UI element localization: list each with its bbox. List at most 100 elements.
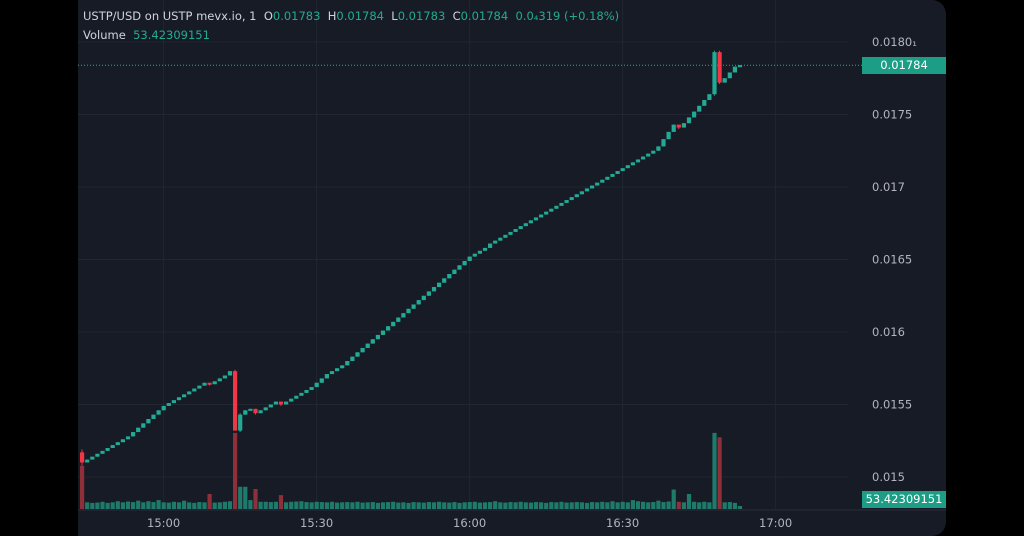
candle-up (467, 256, 472, 261)
volume-bar (717, 437, 722, 509)
candle-up (559, 202, 564, 206)
volume-bar (324, 502, 329, 509)
volume-bar (656, 500, 661, 509)
price-tick-label: 0.016 (872, 325, 905, 339)
volume-bar (284, 502, 289, 509)
volume-bar (518, 501, 523, 509)
candle-up (85, 459, 90, 463)
candle-up (136, 427, 141, 433)
low-label: L (391, 9, 398, 23)
volume-bar (472, 501, 477, 509)
candle-up (141, 423, 146, 428)
candle-up (554, 205, 559, 209)
candle-up (462, 260, 467, 266)
volume-bar (615, 502, 620, 509)
candle-up (528, 220, 533, 224)
candle-up (707, 94, 712, 100)
candle-down (717, 52, 722, 83)
price-chart[interactable]: 0.0180₁ 0.0175 0.017 0.0165 0.016 0.0155 0.015… (78, 0, 946, 536)
high-value: 0.01784 (336, 9, 384, 23)
volume-bar (564, 502, 569, 509)
candle-up (666, 131, 671, 140)
volume-bar (141, 502, 146, 509)
candle-up (187, 391, 192, 395)
volume-bar (146, 501, 151, 509)
candle-up (329, 371, 335, 375)
candle-up (569, 197, 574, 201)
candle-down (207, 382, 212, 385)
chart-legend: USTP/USD on USTP mevx.io, 1 O0.01783 H0.… (83, 7, 619, 45)
candle-up (692, 111, 697, 118)
candle-up (176, 397, 182, 401)
candle-up (273, 401, 278, 405)
candle-up (131, 432, 136, 437)
candle-up (324, 374, 329, 379)
volume-value: 53.42309151 (133, 28, 210, 42)
volume-bar (278, 495, 284, 509)
volume-bar (131, 502, 136, 509)
candle-up (284, 401, 289, 405)
candle-up (125, 436, 131, 440)
candle-up (416, 300, 421, 305)
candle-up (401, 313, 406, 318)
volume-bar (105, 502, 110, 509)
volume-bar (309, 502, 314, 509)
candle-up (340, 365, 345, 369)
candle-up (584, 188, 590, 192)
volume-bar (584, 502, 590, 509)
candle-up (712, 52, 717, 95)
candle-up (197, 385, 202, 389)
candle-up (110, 445, 115, 448)
volume-bar (217, 502, 222, 509)
candle-up (600, 179, 605, 183)
change-value: 0.0₄319 (+0.18%) (515, 9, 620, 23)
candle-up (523, 223, 528, 227)
candle-up (105, 448, 110, 451)
volume-bar (238, 486, 243, 509)
candle-up (421, 295, 426, 301)
candle-up (120, 439, 125, 443)
volume-bar (187, 502, 192, 509)
candle-up (518, 226, 523, 230)
candle-up (661, 139, 666, 147)
volume-bar (406, 502, 411, 509)
candle-up (508, 231, 513, 235)
volume-bar (411, 502, 416, 509)
candle-up (222, 375, 227, 379)
candle-up (289, 398, 294, 402)
candle-up (212, 381, 217, 385)
volume-bar (268, 502, 273, 509)
volume-bar (447, 502, 452, 509)
volume-bar (544, 502, 549, 509)
candle-up (202, 382, 207, 386)
candle-up (503, 234, 508, 238)
spacer (126, 28, 133, 42)
volume-bar (697, 502, 702, 509)
volume-bar (207, 494, 212, 509)
symbol-title[interactable]: USTP/USD on USTP mevx.io, 1 (83, 9, 257, 23)
candle-up (697, 105, 702, 112)
volume-bar (421, 502, 426, 509)
candle-up (100, 450, 105, 454)
candle-up (238, 414, 243, 431)
volume-bar (467, 502, 472, 509)
volume-label[interactable]: Volume (83, 28, 126, 42)
candle-up (335, 368, 340, 372)
chart-panel[interactable]: 0.0180₁ 0.0175 0.017 0.0165 0.016 0.0155 0.015… (78, 0, 946, 536)
volume-bar (156, 500, 161, 509)
candle-up (345, 361, 350, 366)
volume-bar (350, 502, 355, 509)
candle-up (686, 117, 692, 124)
volume-bar (600, 501, 605, 509)
candle-up (579, 191, 584, 195)
candle-up (115, 442, 120, 446)
volume-bar (426, 502, 431, 509)
time-tick-label: 15:00 (147, 516, 180, 530)
volume-bar (605, 502, 610, 509)
price-tick-label: 0.0155 (872, 398, 912, 412)
volume-bar (375, 502, 380, 509)
candle-up (625, 165, 630, 169)
volume-bar (258, 501, 263, 509)
volume-bar (176, 502, 182, 509)
candle-up (488, 243, 493, 248)
